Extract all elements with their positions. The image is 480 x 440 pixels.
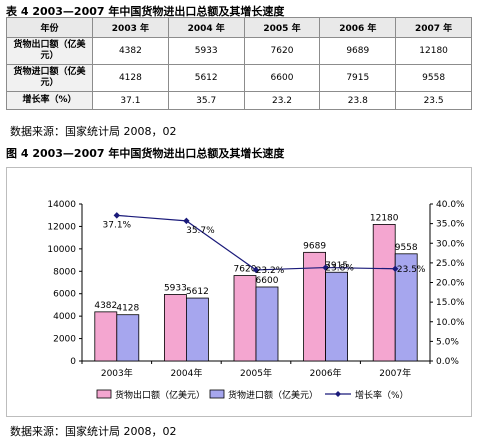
table-cell: 6600	[243, 64, 321, 92]
source-note-chart: 数据来源：国家统计局 2008，02	[10, 425, 177, 438]
growth-label: 37.1%	[103, 220, 132, 230]
data-label-import: 4128	[116, 304, 139, 314]
table-cell: 12180	[395, 37, 472, 65]
growth-label: 23.5%	[397, 265, 426, 275]
growth-point	[252, 266, 260, 274]
data-label-export: 9689	[303, 241, 326, 251]
legend-marker-growth	[335, 391, 341, 397]
row-label-export: 货物出口额（亿美元）	[6, 37, 93, 65]
legend-label-export: 货物出口额（亿美元）	[115, 389, 205, 401]
y-tick-label: 10000	[47, 245, 76, 255]
data-label-import: 6600	[256, 276, 279, 286]
legend-label-import: 货物进口额（亿美元）	[228, 389, 318, 401]
bar-import	[325, 271, 349, 362]
table-cell: 23.2	[243, 91, 321, 110]
chart: 0 2000 4000 6000 8000 10000 12000 14000 0.0% 5.0%…	[47, 200, 465, 401]
bar-import	[394, 253, 418, 362]
legend-swatch-export	[96, 389, 112, 399]
table-cell: 5612	[167, 64, 245, 92]
y2-tick-label: 25.0%	[436, 259, 465, 269]
bar-import	[255, 286, 279, 362]
table-header-cell: 2003 年	[92, 17, 169, 38]
table-cell: 9689	[319, 37, 397, 65]
growth-label: 23.8%	[325, 264, 354, 274]
table-row: 货物进口额（亿美元） 4128 5612 6600 7915 9558	[6, 64, 472, 92]
bar-import	[116, 314, 140, 362]
data-label-export: 12180	[370, 213, 399, 223]
table-cell: 7620	[243, 37, 321, 65]
y-tick-label: 6000	[53, 290, 76, 300]
y2-tick-label: 10.0%	[436, 318, 465, 328]
bar-import	[185, 297, 209, 362]
table-header-cell: 2006 年	[319, 17, 397, 38]
growth-label: 23.2%	[256, 266, 285, 276]
table-header-cell: 年份	[6, 17, 93, 38]
table-cell: 4128	[92, 64, 169, 92]
x-tick-label: 2007年	[379, 367, 411, 379]
y-tick-label: 8000	[53, 267, 76, 277]
table-title: 表 4 2003—2007 年中国货物进出口总额及其增长速度	[6, 5, 285, 18]
table-cell: 9558	[395, 64, 472, 92]
y-tick-label: 4000	[53, 312, 76, 322]
data-table: 年份 2003 年 2004 年 2005 年 2006 年 2007 年 货物…	[6, 17, 472, 110]
table-cell: 37.1	[92, 91, 169, 110]
legend-label-growth: 增长率（%）	[355, 389, 409, 401]
table-cell: 23.5	[395, 91, 472, 110]
table-header-cell: 2007 年	[395, 17, 472, 38]
table-cell: 5933	[167, 37, 245, 65]
growth-line	[116, 214, 396, 271]
table-row: 增长率（%） 37.1 35.7 23.2 23.8 23.5	[6, 91, 472, 110]
table-header-cell: 2005 年	[243, 17, 321, 38]
bar-export	[372, 224, 396, 362]
chart-frame: 0 2000 4000 6000 8000 10000 12000 14000 0.0% 5.0%…	[6, 167, 472, 417]
chart-title: 图 4 2003—2007 年中国货物进出口总额及其增长速度	[6, 147, 285, 160]
data-label-import: 9558	[395, 243, 418, 253]
y-tick-label: 14000	[47, 200, 76, 210]
table-cell: 4382	[92, 37, 169, 65]
table-cell: 7915	[319, 64, 397, 92]
row-label-import: 货物进口额（亿美元）	[6, 64, 93, 92]
y2-tick-label: 5.0%	[436, 337, 459, 347]
table-row: 货物出口额（亿美元） 4382 5933 7620 9689 12180	[6, 37, 472, 65]
y2-tick-label: 15.0%	[436, 298, 465, 308]
x-tick-label: 2004年	[170, 367, 202, 379]
y2-tick-label: 30.0%	[436, 239, 465, 249]
legend-swatch-import	[209, 389, 225, 399]
x-tick-label: 2005年	[240, 367, 272, 379]
data-label-export: 4382	[94, 301, 117, 311]
growth-point	[392, 265, 399, 272]
y2-tick-label: 20.0%	[436, 279, 465, 289]
y2-tick-label: 0.0%	[436, 357, 459, 367]
table-cell: 23.8	[319, 91, 397, 110]
y-tick-label: 0	[70, 357, 76, 367]
data-label-import: 7915	[325, 261, 348, 271]
bar-export	[233, 275, 257, 362]
y-tick-label: 12000	[47, 222, 76, 232]
data-label-import: 5612	[186, 287, 209, 297]
table-header-row: 年份 2003 年 2004 年 2005 年 2006 年 2007 年	[6, 17, 472, 38]
growth-label: 35.7%	[186, 226, 215, 236]
growth-point	[113, 212, 120, 219]
bar-export	[163, 294, 187, 362]
y2-tick-label: 40.0%	[436, 200, 465, 210]
row-label-growth: 增长率（%）	[6, 91, 93, 110]
bar-export	[94, 311, 118, 362]
table-cell: 35.7	[167, 91, 245, 110]
data-label-export: 7620	[234, 265, 257, 275]
growth-point	[322, 264, 329, 271]
x-tick-label: 2006年	[310, 367, 342, 379]
data-label-export: 5933	[164, 283, 187, 293]
y-tick-label: 2000	[53, 335, 76, 345]
y2-tick-label: 35.0%	[436, 220, 465, 230]
source-note-table: 数据来源：国家统计局 2008，02	[10, 125, 177, 138]
table-header-cell: 2004 年	[167, 17, 245, 38]
x-tick-label: 2003年	[101, 367, 133, 379]
